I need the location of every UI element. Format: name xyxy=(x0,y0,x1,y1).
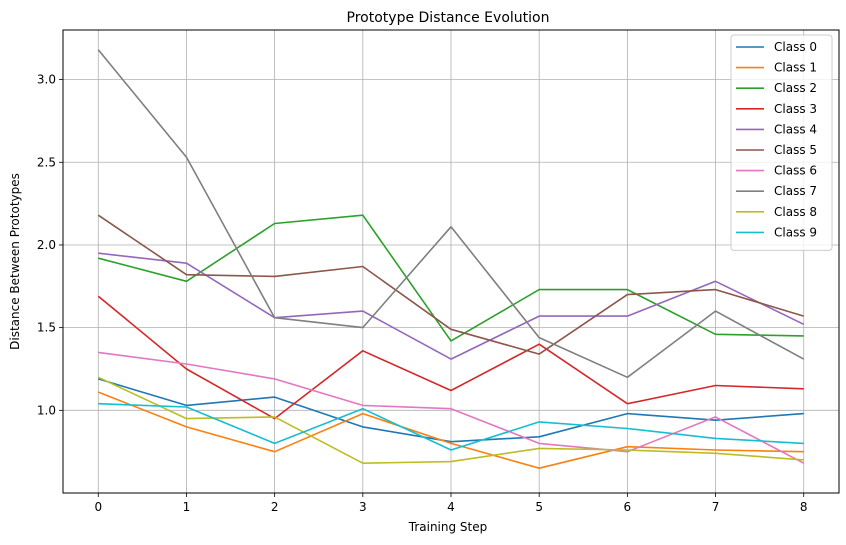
y-axis-ticks: 1.0 1.5 2.0 2.5 3.0 xyxy=(37,73,63,417)
x-tick-label: 6 xyxy=(624,500,632,514)
y-tick-label: 2.0 xyxy=(37,238,56,252)
chart-title: Prototype Distance Evolution xyxy=(347,10,550,26)
series-line-class-2 xyxy=(98,214,804,342)
series-line-class-5 xyxy=(97,214,804,355)
series-line-class-1 xyxy=(98,391,804,470)
legend-label: Class 5 xyxy=(774,143,817,157)
series-line-class-7 xyxy=(97,49,805,379)
legend-label: Class 4 xyxy=(774,122,817,136)
legend-label: Class 2 xyxy=(774,81,817,95)
x-tick-label: 8 xyxy=(800,500,808,514)
y-tick-label: 2.5 xyxy=(37,155,56,169)
legend-label: Class 3 xyxy=(774,102,817,116)
x-tick-label: 1 xyxy=(183,500,191,514)
legend-label: Class 7 xyxy=(774,184,817,198)
x-axis-ticks: 0 1 2 3 4 5 6 7 8 xyxy=(94,493,808,514)
legend-label: Class 1 xyxy=(774,61,817,75)
series-line-class-6 xyxy=(98,351,805,464)
y-tick-label: 3.0 xyxy=(37,73,56,87)
legend-label: Class 0 xyxy=(774,40,817,54)
series-line-class-9 xyxy=(98,402,804,451)
x-tick-label: 3 xyxy=(359,500,367,514)
x-tick-label: 7 xyxy=(712,500,720,514)
x-axis-title: Training Step xyxy=(408,520,488,534)
x-tick-label: 0 xyxy=(94,500,102,514)
legend-label: Class 9 xyxy=(774,225,817,239)
series-line-class-0 xyxy=(98,378,804,443)
series-line-class-4 xyxy=(98,252,805,360)
legend-label: Class 6 xyxy=(774,164,817,178)
x-tick-label: 2 xyxy=(271,500,279,514)
grid-lines xyxy=(63,30,839,493)
series-line-class-8 xyxy=(97,376,804,465)
series-line-class-3 xyxy=(97,295,804,420)
x-tick-label: 4 xyxy=(447,500,455,514)
y-tick-label: 1.5 xyxy=(37,321,56,335)
x-tick-label: 5 xyxy=(535,500,543,514)
legend: Class 0 Class 1 Class 2 Class 3 Class 4 Class… xyxy=(730,34,833,251)
y-tick-label: 1.0 xyxy=(37,403,56,417)
series-lines xyxy=(97,49,805,470)
y-axis-title: Distance Between Prototypes xyxy=(8,173,22,350)
legend-label: Class 8 xyxy=(774,205,817,219)
